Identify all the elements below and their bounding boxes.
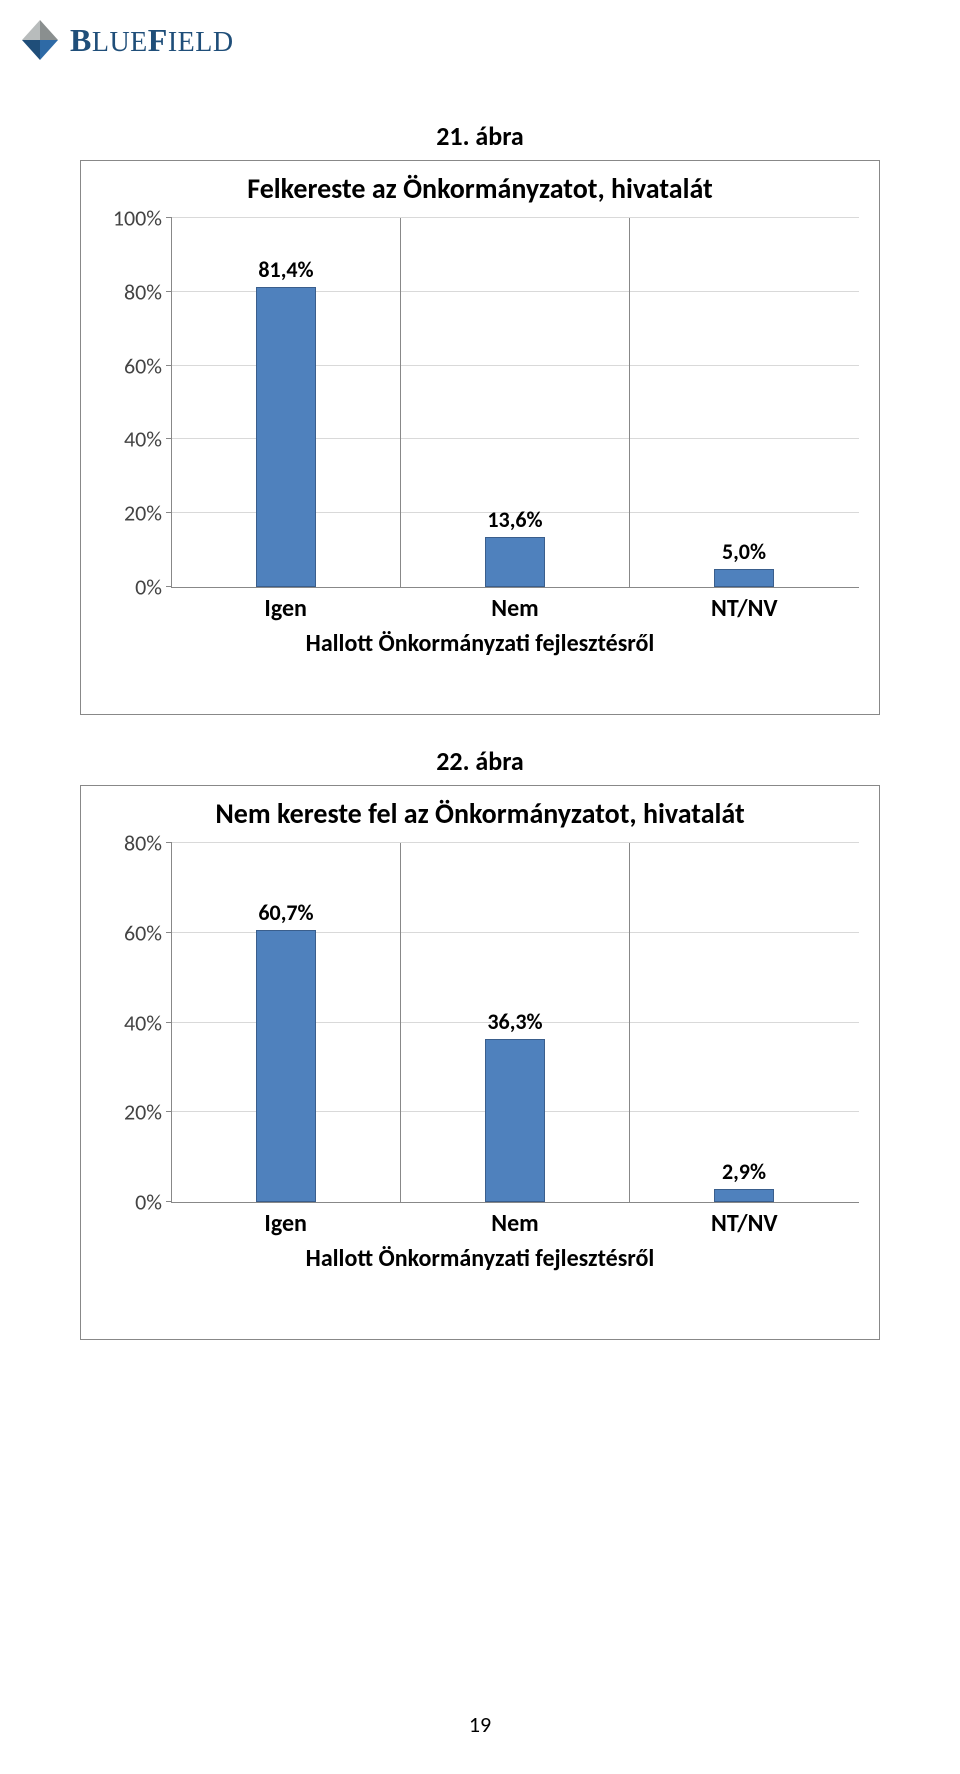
chart-1: Felkereste az Önkormányzatot, hivatalát … xyxy=(80,160,880,715)
bar xyxy=(714,1189,773,1202)
y-tick-label: 80% xyxy=(124,278,172,305)
chart-1-x-axis-title: Hallott Önkormányzati fejlesztésről xyxy=(81,629,879,668)
logo-letter: B xyxy=(70,22,92,58)
bar xyxy=(256,930,315,1202)
bar-slot: 36,3% xyxy=(401,843,630,1202)
chart-1-plot: 0%20%40%60%80%100%81,4%13,6%5,0% xyxy=(171,218,859,588)
x-category-label: Nem xyxy=(400,1209,629,1238)
x-category-label: Igen xyxy=(171,1209,400,1238)
y-tick-label: 0% xyxy=(135,574,172,601)
y-tick-label: 100% xyxy=(113,205,172,232)
logo-text: BLUEFIELD xyxy=(70,22,234,59)
bar-slot: 5,0% xyxy=(630,218,859,587)
chart-1-title: Felkereste az Önkormányzatot, hivatalát xyxy=(81,161,879,210)
chart-2-x-labels: IgenNemNT/NV xyxy=(171,1209,859,1238)
figure-label-1: 21. ábra xyxy=(0,120,960,152)
chart-2-x-axis-title: Hallott Önkormányzati fejlesztésről xyxy=(81,1244,879,1283)
bar-value-label: 81,4% xyxy=(172,256,400,283)
bar-value-label: 13,6% xyxy=(401,506,629,533)
y-tick-label: 0% xyxy=(135,1189,172,1216)
bar-value-label: 60,7% xyxy=(172,899,400,926)
bar-value-label: 2,9% xyxy=(630,1158,858,1185)
bar-slot: 2,9% xyxy=(630,843,859,1202)
y-tick-label: 20% xyxy=(124,1099,172,1126)
bar-slot: 81,4% xyxy=(172,218,401,587)
x-category-label: Igen xyxy=(171,594,400,623)
logo-mark-icon xyxy=(18,18,62,62)
page-number: 19 xyxy=(0,1711,960,1738)
bar-value-label: 36,3% xyxy=(401,1008,629,1035)
chart-2-title: Nem kereste fel az Önkormányzatot, hivat… xyxy=(81,786,879,835)
y-tick-label: 60% xyxy=(124,919,172,946)
y-tick-label: 40% xyxy=(124,426,172,453)
x-category-label: NT/NV xyxy=(630,594,859,623)
y-tick-label: 60% xyxy=(124,352,172,379)
bar-value-label: 5,0% xyxy=(630,538,858,565)
chart-2: Nem kereste fel az Önkormányzatot, hivat… xyxy=(80,785,880,1340)
x-category-label: Nem xyxy=(400,594,629,623)
bar xyxy=(485,1039,544,1202)
x-category-label: NT/NV xyxy=(630,1209,859,1238)
chart-2-plot: 0%20%40%60%80%60,7%36,3%2,9% xyxy=(171,843,859,1203)
figure-label-2: 22. ábra xyxy=(0,745,960,777)
bar xyxy=(256,287,315,587)
logo-segment: LUE xyxy=(92,27,148,58)
bar-slot: 13,6% xyxy=(401,218,630,587)
y-tick-label: 80% xyxy=(124,830,172,857)
brand-logo: BLUEFIELD xyxy=(18,18,234,62)
bar xyxy=(714,569,773,587)
y-tick-label: 40% xyxy=(124,1009,172,1036)
bar xyxy=(485,537,544,587)
bar-slot: 60,7% xyxy=(172,843,401,1202)
chart-1-x-labels: IgenNemNT/NV xyxy=(171,594,859,623)
logo-segment: IELD xyxy=(168,27,234,58)
y-tick-label: 20% xyxy=(124,500,172,527)
logo-letter: F xyxy=(148,22,168,58)
